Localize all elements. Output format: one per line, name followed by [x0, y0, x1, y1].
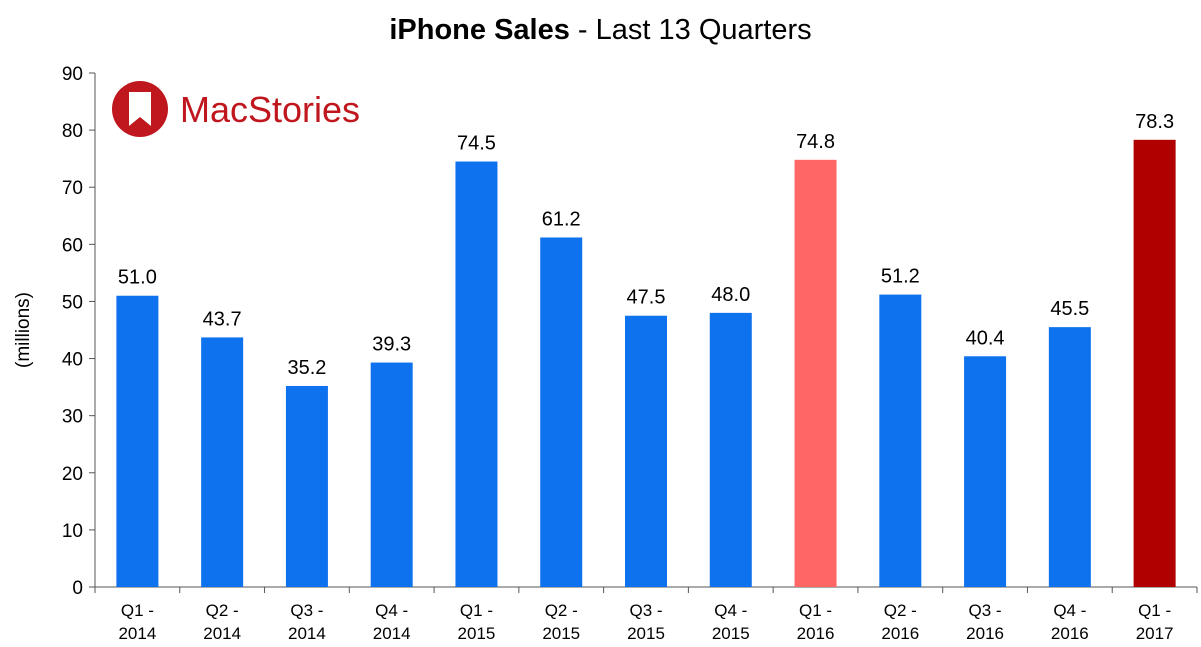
x-tick-label: 2014 — [288, 624, 326, 643]
x-tick-label: Q1 - — [460, 601, 493, 620]
bar — [370, 362, 413, 587]
data-label: 74.5 — [457, 133, 496, 155]
data-label: 48.0 — [711, 284, 750, 306]
x-tick-label: Q4 - — [375, 601, 408, 620]
x-tick-label: 2016 — [966, 624, 1004, 643]
bar — [1133, 139, 1176, 587]
labels: 51.0 Q1 - 2014 43.7 Q2 - 2014 35.2 Q3 - 2014 39.3… — [118, 111, 1174, 643]
bar — [794, 159, 837, 587]
data-label: 51.0 — [118, 267, 157, 289]
x-tick-label: 2015 — [712, 624, 750, 643]
y-tick-label: 70 — [62, 178, 83, 199]
data-label: 78.3 — [1135, 111, 1174, 133]
y-tick-label: 40 — [62, 350, 83, 371]
x-tick-label: 2014 — [373, 624, 411, 643]
bar — [540, 237, 583, 588]
y-tick-label: 0 — [72, 578, 83, 599]
y-tick-label: 90 — [62, 64, 83, 85]
y-axis-label: (millions) — [13, 292, 34, 368]
x-tick-label: Q3 - — [969, 601, 1002, 620]
x-tick-label: Q3 - — [290, 601, 323, 620]
x-tick-label: 2014 — [118, 624, 156, 643]
bar — [879, 294, 922, 587]
y-tick-label: 60 — [62, 235, 83, 256]
x-tick-label: 2015 — [627, 624, 665, 643]
bar — [116, 295, 159, 587]
bar — [709, 312, 752, 587]
x-tick-label: Q2 - — [545, 601, 578, 620]
x-tick-label: Q2 - — [206, 601, 239, 620]
data-label: 40.4 — [966, 327, 1005, 349]
data-label: 35.2 — [287, 357, 326, 379]
bar — [455, 161, 498, 587]
x-tick-label: Q1 - — [799, 601, 832, 620]
macstories-logo: MacStories — [112, 81, 360, 137]
data-label: 74.8 — [796, 131, 835, 153]
x-tick-label: Q4 - — [714, 601, 747, 620]
bar — [285, 385, 328, 587]
data-label: 43.7 — [203, 308, 242, 330]
x-tick-label: Q3 - — [629, 601, 662, 620]
bar — [1048, 327, 1091, 587]
bookmark-icon — [129, 92, 151, 126]
x-tick-label: Q4 - — [1053, 601, 1086, 620]
x-tick-label: 2017 — [1136, 624, 1174, 643]
axes: 0 10 20 30 40 50 60 70 80 90 — [62, 64, 1198, 599]
x-tick-label: Q1 - — [121, 601, 154, 620]
x-tick-label: Q1 - — [1138, 601, 1171, 620]
y-tick-label: 80 — [62, 121, 83, 142]
y-tick-label: 50 — [62, 292, 83, 313]
data-label: 61.2 — [542, 208, 581, 230]
x-tick-label: 2016 — [797, 624, 835, 643]
bars — [116, 139, 1176, 588]
x-tick-label: 2016 — [1051, 624, 1089, 643]
chart-title-bold: iPhone Sales — [389, 14, 570, 46]
y-tick-label: 10 — [62, 521, 83, 542]
bar — [625, 315, 667, 587]
y-tick-label: 30 — [62, 407, 83, 428]
bar — [201, 337, 244, 587]
x-tick-label: 2015 — [458, 624, 496, 643]
chart-title: iPhone Sales - Last 13 Quarters — [0, 14, 1201, 47]
data-label: 39.3 — [372, 334, 411, 356]
x-tick-label: 2014 — [203, 624, 241, 643]
data-label: 45.5 — [1050, 298, 1089, 320]
data-label: 51.2 — [881, 266, 920, 288]
x-tick-label: Q2 - — [884, 601, 917, 620]
x-tick-label: 2015 — [542, 624, 580, 643]
chart-title-rest: - Last 13 Quarters — [569, 14, 812, 46]
y-tick-label: 20 — [62, 464, 83, 485]
logo-text: MacStories — [180, 89, 360, 130]
data-label: 47.5 — [627, 287, 666, 309]
bar — [964, 356, 1007, 587]
x-tick-label: 2016 — [881, 624, 919, 643]
